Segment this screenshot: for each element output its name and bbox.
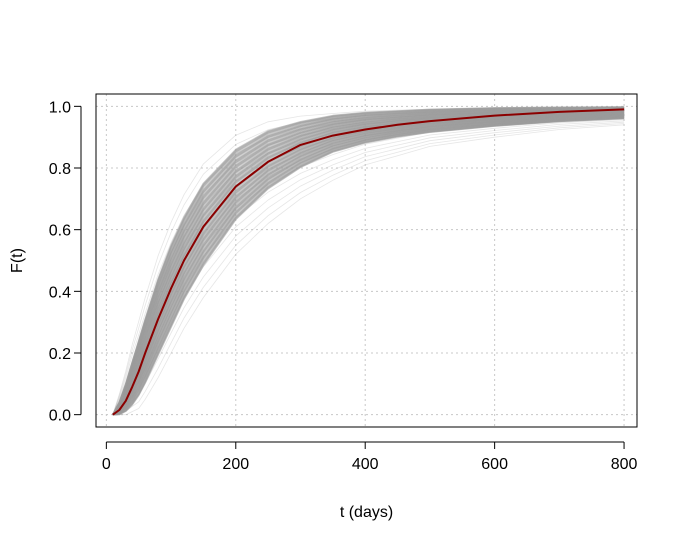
sample-curve: [112, 121, 625, 416]
y-axis: 0.0 0.2 0.4 0.6 0.8 1.0: [49, 99, 82, 425]
x-axis-title: t (days): [340, 504, 393, 521]
x-axis: 0 200 400 600 800: [102, 441, 638, 473]
mean-curve: [112, 108, 625, 416]
sample-curve: [112, 123, 625, 416]
x-tick-label: 400: [352, 456, 379, 473]
sample-curve: [112, 106, 625, 416]
mean-curve-group: [112, 108, 625, 416]
y-tick-label: 0.8: [49, 161, 71, 178]
y-tick-label: 0.2: [49, 346, 71, 363]
x-tick-label: 0: [102, 456, 111, 473]
y-tick-label: 0.0: [49, 408, 71, 425]
sample-curve: [112, 124, 625, 416]
y-axis-title: F(t): [9, 248, 26, 273]
y-tick-label: 0.6: [49, 223, 71, 240]
plot-frame: [95, 93, 638, 428]
y-tick-label: 0.4: [49, 284, 71, 301]
y-tick-label: 1.0: [49, 99, 71, 116]
x-tick-label: 600: [481, 456, 508, 473]
x-tick-label: 800: [611, 456, 638, 473]
sample-curves: [112, 106, 625, 416]
x-tick-label: 200: [222, 456, 249, 473]
